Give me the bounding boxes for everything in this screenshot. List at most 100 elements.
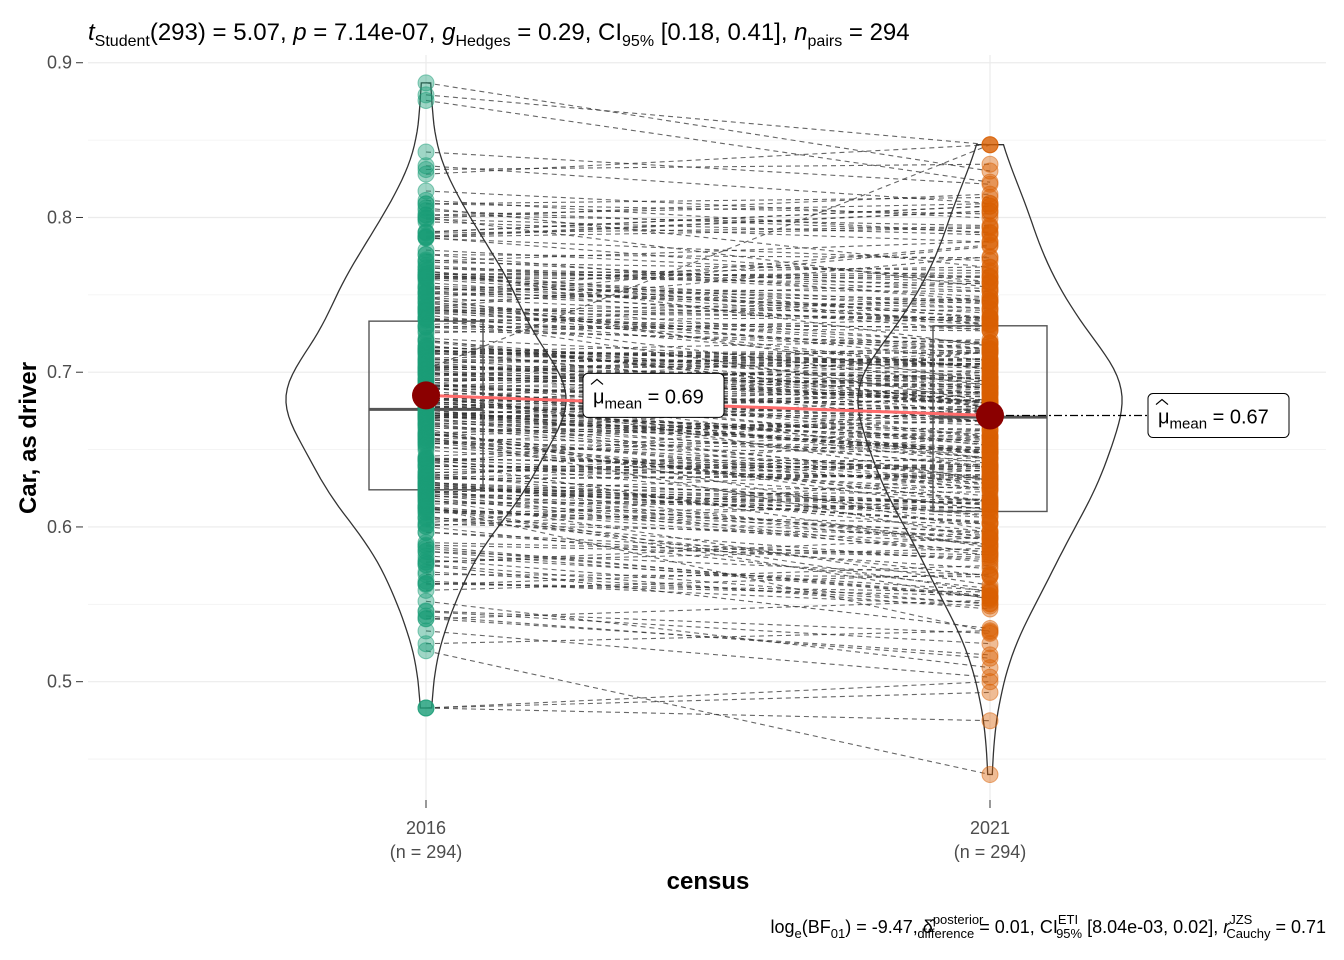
paired-line [425,207,991,269]
paired-line [425,218,991,236]
data-point [417,91,435,109]
data-point [981,322,999,340]
mean-label-2021: μmean = 0.67 [1147,393,1290,439]
paired-line [425,515,991,577]
paired-line [425,316,991,321]
data-point [417,484,435,502]
paired-line [425,547,991,563]
paired-line [425,214,991,227]
x-axis-ticks: 2016 (n = 294) 2021 (n = 294) [390,800,1027,862]
paired-line [425,583,991,597]
paired-line [425,508,991,533]
paired-line [425,418,991,481]
data-point [981,530,999,548]
paired-line [425,442,991,450]
chart-caption: loge(BF01) = -9.47, δ̂posterior differenc… [771,912,1327,941]
data-point [981,683,999,701]
paired-line [425,312,991,344]
data-point [417,279,435,297]
paired-line [425,563,991,610]
data-point [417,332,435,350]
data-point [417,534,435,552]
paired-line [425,82,991,172]
data-point [417,284,435,302]
paired-line [425,691,991,709]
paired-line [425,151,991,185]
paired-line [425,409,991,455]
hat-icon [1155,398,1169,405]
data-point [981,499,999,517]
data-point [417,428,435,446]
data-point [981,588,999,606]
paired-line [425,217,991,289]
paired-line [425,414,991,452]
paired-line [425,346,991,365]
data-point [417,491,435,509]
data-point [981,566,999,584]
data-point [981,437,999,455]
data-point [981,361,999,379]
mean-label-2016: μmean = 0.69 [582,372,725,418]
data-point [981,292,999,310]
paired-line [425,506,991,633]
data-point [981,461,999,479]
paired-line [425,210,991,238]
paired-line [425,205,991,233]
paired-line [425,707,991,722]
data-point [981,581,999,599]
paired-line [425,267,991,292]
paired-lines [425,82,991,776]
data-point [981,649,999,667]
paired-line [425,277,991,309]
data-point [981,195,999,213]
data-point [981,523,999,541]
data-point [981,155,999,173]
paired-line [425,306,991,322]
y-axis-title: Car, as driver [15,362,42,514]
data-point [417,642,435,660]
data-point [981,467,999,485]
data-point [417,74,435,92]
paired-line [425,349,991,355]
paired-line [425,286,991,332]
paired-line [425,550,991,576]
paired-line [425,270,991,347]
paired-line [425,244,991,294]
paired-line [425,245,991,299]
paired-line [425,410,991,445]
data-point [417,407,435,425]
data-point [417,635,435,653]
data-point [981,668,999,686]
data-point [417,547,435,565]
paired-line [425,558,991,605]
data-point [981,623,999,641]
paired-line [425,542,991,556]
paired-line [425,406,991,446]
paired-line [425,475,991,480]
paired-line [425,536,991,564]
mean-point-2016 [412,381,440,410]
data-point [981,209,999,227]
mean-label-text: μmean = 0.67 [1158,407,1269,433]
data-point [417,607,435,625]
data-point [981,188,999,206]
paired-line [425,437,991,503]
paired-line [425,237,991,282]
data-point [981,712,999,730]
data-point [981,343,999,361]
paired-line [425,293,991,302]
paired-line [425,475,991,524]
violins [285,82,1123,776]
data-point [417,182,435,200]
paired-line [425,490,991,546]
mean-label-box [582,372,725,418]
paired-line [425,489,991,541]
y-tick-label: 0.8 [47,207,72,227]
data-point [981,471,999,489]
paired-line [425,439,991,473]
y-tick-label: 0.6 [47,517,72,537]
data-point [981,766,999,784]
mean-label-box [1147,393,1290,439]
x-tick-n-label: (n = 294) [954,842,1027,862]
data-point [417,581,435,599]
